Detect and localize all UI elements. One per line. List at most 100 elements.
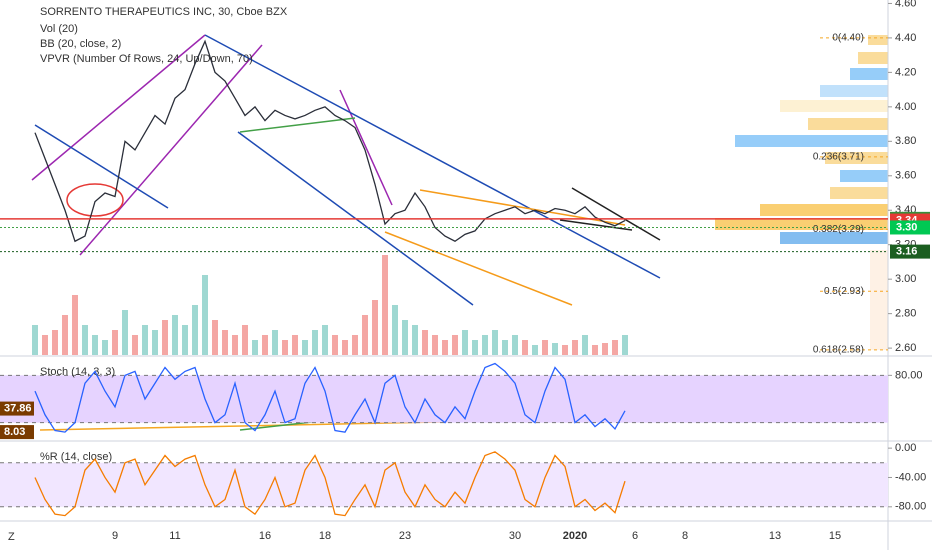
volume-bar <box>262 335 268 355</box>
series-line <box>34 362 626 433</box>
x-tick-label: 8 <box>682 530 688 542</box>
fib-label: 0.382(3.29) <box>813 224 864 235</box>
volume-bar <box>532 345 538 355</box>
volume-bar <box>292 335 298 355</box>
fib-label: 0(4.40) <box>832 33 864 44</box>
vpvr-row <box>808 118 888 130</box>
band <box>0 462 888 507</box>
volume-bar <box>482 335 488 355</box>
volume-bar <box>212 320 218 355</box>
volume-bar <box>612 340 618 355</box>
price-tag <box>0 401 34 416</box>
volume-bar <box>492 330 498 355</box>
volume-bar <box>152 330 158 355</box>
volume-bar <box>622 335 628 355</box>
x-tick-label: 16 <box>259 530 271 542</box>
series-line <box>34 39 626 243</box>
y-tick-label: 4.40 <box>895 32 916 44</box>
price-tag-label: 37.86 <box>4 402 32 414</box>
x-tick-label: 6 <box>632 530 638 542</box>
vpvr-row <box>780 100 888 112</box>
series-line <box>34 451 626 517</box>
volume-bar <box>72 295 78 355</box>
volume-bar <box>162 320 168 355</box>
y-tick-label: -80.00 <box>895 501 926 513</box>
volume-bar <box>122 310 128 355</box>
chart-title: SORRENTO THERAPEUTICS INC, 30, Cboe BZX <box>40 6 288 18</box>
volume-bar <box>172 315 178 355</box>
volume-bar <box>312 330 318 355</box>
x-tick-label: 18 <box>319 530 331 542</box>
volume-bar <box>112 330 118 355</box>
y-tick-label: 4.20 <box>895 66 916 78</box>
volume-bar <box>442 340 448 355</box>
y-tick-label: 2.80 <box>895 308 916 320</box>
y-tick-label: 3.60 <box>895 170 916 182</box>
volume-bar <box>202 275 208 355</box>
volume-bar <box>362 315 368 355</box>
x-tick-label: 13 <box>769 530 781 542</box>
volume-bar <box>192 305 198 355</box>
price-tag <box>890 220 930 235</box>
volume-bar <box>52 330 58 355</box>
y-tick-label: 3.80 <box>895 135 916 147</box>
price-tag-label: 3.30 <box>896 221 917 233</box>
volume-bar <box>422 330 428 355</box>
volume-bar <box>562 345 568 355</box>
volume-bar <box>502 340 508 355</box>
volume-bar <box>332 335 338 355</box>
price-tag-label: 3.16 <box>896 246 917 258</box>
volume-bar <box>272 330 278 355</box>
trend-line <box>339 89 393 206</box>
price-tag <box>0 425 34 440</box>
x-tick-label: 11 <box>169 530 180 542</box>
volume-bar <box>182 325 188 355</box>
volume-bar <box>342 340 348 355</box>
volume-bar <box>432 335 438 355</box>
volume-bar <box>142 325 148 355</box>
volume-bar <box>82 325 88 355</box>
trend-line <box>571 187 661 241</box>
volume-bar <box>322 325 328 355</box>
vpvr-row <box>858 52 888 64</box>
volume-bar <box>42 335 48 355</box>
x-tick-label: 15 <box>829 530 841 542</box>
volume-bar <box>452 335 458 355</box>
volume-bar <box>222 330 228 355</box>
fib-label: 0.5(2.93) <box>824 286 864 297</box>
volume-bar <box>92 335 98 355</box>
volume-bar <box>242 325 248 355</box>
indicator-label: BB (20, close, 2) <box>40 38 121 50</box>
vpvr-row <box>825 152 888 164</box>
pane-title: Stoch (14, 3, 3) <box>40 366 115 378</box>
volume-bar <box>412 325 418 355</box>
trend-line <box>204 34 661 279</box>
fib-label: 0.236(3.71) <box>813 151 864 162</box>
vpvr-row <box>868 35 888 45</box>
vpvr-row <box>840 170 888 182</box>
vpvr-row <box>760 204 888 216</box>
volume-bar <box>32 325 38 355</box>
volume-bar <box>522 340 528 355</box>
volume-bar <box>402 320 408 355</box>
volume-bar <box>572 340 578 355</box>
y-tick-label: 0.00 <box>895 442 916 454</box>
indicator-label: Vol (20) <box>40 23 78 35</box>
y-tick-label: 80.00 <box>895 369 923 381</box>
fib-label: 0.618(2.58) <box>813 344 864 355</box>
volume-bar <box>282 340 288 355</box>
volume-bar <box>302 340 308 355</box>
pane-title: %R (14, close) <box>40 451 112 463</box>
trend-line <box>34 124 169 209</box>
price-tag <box>890 244 930 259</box>
volume-bar <box>392 305 398 355</box>
vpvr-row <box>820 85 888 97</box>
y-tick-label: 2.60 <box>895 342 916 354</box>
volume-bar <box>62 315 68 355</box>
corner-label[interactable]: Z <box>8 531 15 543</box>
vpvr-row <box>870 250 888 350</box>
trend-line <box>559 219 633 231</box>
